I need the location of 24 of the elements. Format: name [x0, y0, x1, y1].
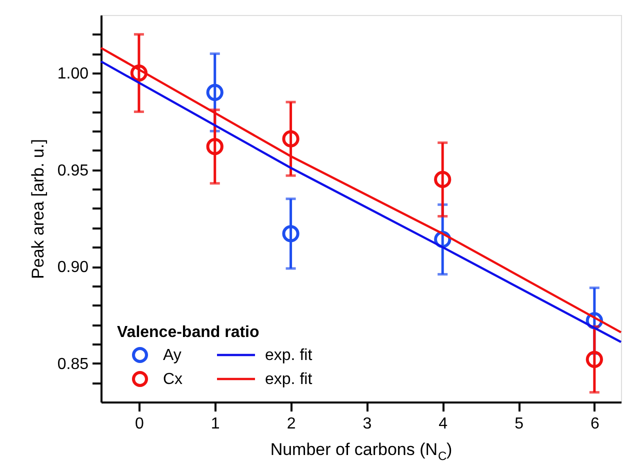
x-tick-label: 2 — [286, 416, 296, 432]
x-tick-label: 5 — [514, 416, 524, 432]
legend-title: Valence-band ratio — [117, 324, 260, 341]
legend-label: exp. fit — [265, 347, 313, 364]
x-tick-label: 3 — [362, 416, 372, 432]
point — [434, 170, 452, 188]
point — [206, 84, 224, 101]
point — [586, 350, 603, 368]
y-tick-label: 1.00 — [57, 66, 89, 83]
y-tick-label: 0.90 — [57, 259, 89, 276]
x-tick-label: 1 — [210, 416, 220, 432]
x-tick-label: 6 — [590, 416, 600, 432]
point — [130, 64, 148, 82]
x-tick-label: 0 — [135, 416, 144, 432]
legend-label: exp. fit — [265, 371, 313, 388]
x-tick-label: 4 — [438, 416, 448, 432]
y-tick-label: 0.85 — [57, 356, 89, 373]
point — [282, 130, 300, 148]
y-axis-title: Peak area [arb. u.] — [28, 139, 48, 279]
legend-label: Cx — [163, 371, 183, 388]
point — [206, 138, 224, 156]
point — [282, 225, 300, 242]
y-tick-label: 0.95 — [57, 162, 89, 180]
legend-label: Ay — [163, 347, 182, 364]
